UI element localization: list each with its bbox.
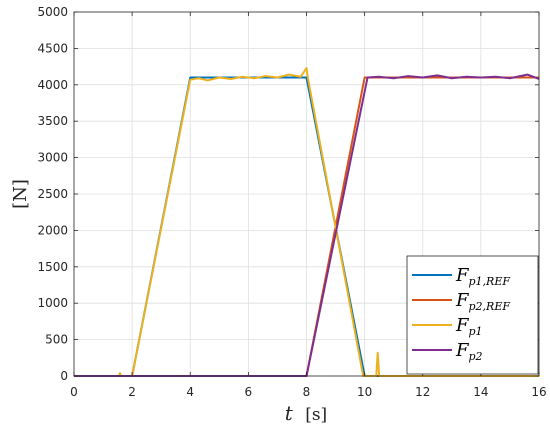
y-tick-label: 5000 (37, 5, 68, 19)
y-tick-label: 3500 (37, 114, 68, 128)
x-tick-label: 10 (357, 385, 372, 399)
legend: Fp1,REF Fp2,REF Fp1 Fp2 (406, 255, 539, 375)
y-tick-label: 4500 (37, 41, 68, 55)
y-tick-label: 3000 (37, 151, 68, 165)
legend-entry-p2: Fp2 (412, 340, 483, 363)
y-tick-label: 2500 (37, 187, 68, 201)
x-tick-label: 16 (531, 385, 546, 399)
x-axis-label: t [s] (285, 401, 327, 425)
x-tick-label: 2 (128, 385, 136, 399)
legend-sub-p2-ref: p2,REF (469, 300, 511, 313)
legend-entry-p1-ref: Fp1,REF (412, 265, 510, 288)
series-line-3 (74, 73, 540, 377)
x-tick-label: 4 (186, 385, 194, 399)
legend-entry-p2-ref: Fp2,REF (412, 290, 510, 313)
x-axis-variable: t (285, 401, 294, 425)
x-tick-labels: 0 2 4 6 8 10 12 14 16 (70, 385, 546, 399)
x-tick-label: 0 (70, 385, 78, 399)
svg-text:Fp2: Fp2 (455, 340, 483, 363)
y-tick-label: 500 (45, 333, 68, 347)
y-tick-label: 2000 (37, 223, 68, 237)
legend-sub-p2: p2 (469, 350, 483, 363)
y-tick-labels: 0 500 1000 1500 2000 2500 3000 3500 4000 4500 5000 (37, 5, 68, 383)
legend-sub-p1-ref: p1,REF (469, 275, 511, 288)
x-tick-label: 6 (245, 385, 253, 399)
x-tick-label: 14 (473, 385, 488, 399)
legend-sub-p1: p1 (469, 325, 483, 338)
y-tick-label: 0 (60, 369, 68, 383)
legend-label-p1: F (455, 315, 470, 336)
legend-entry-p1: Fp1 (412, 315, 483, 338)
svg-text:Fp1,REF: Fp1,REF (455, 265, 510, 288)
y-axis-label: [N] (10, 179, 31, 209)
legend-label-p1-ref: F (455, 265, 470, 286)
svg-text:Fp2,REF: Fp2,REF (455, 290, 510, 313)
legend-label-p2-ref: F (455, 290, 470, 311)
svg-text:Fp1: Fp1 (455, 315, 483, 338)
y-tick-label: 1000 (37, 296, 68, 310)
legend-label-p2: F (455, 340, 470, 361)
x-axis-unit: [s] (305, 405, 327, 425)
y-tick-label: 4000 (37, 78, 68, 92)
x-tick-label: 8 (303, 385, 311, 399)
y-tick-label: 1500 (37, 260, 68, 274)
x-tick-label: 12 (415, 385, 430, 399)
